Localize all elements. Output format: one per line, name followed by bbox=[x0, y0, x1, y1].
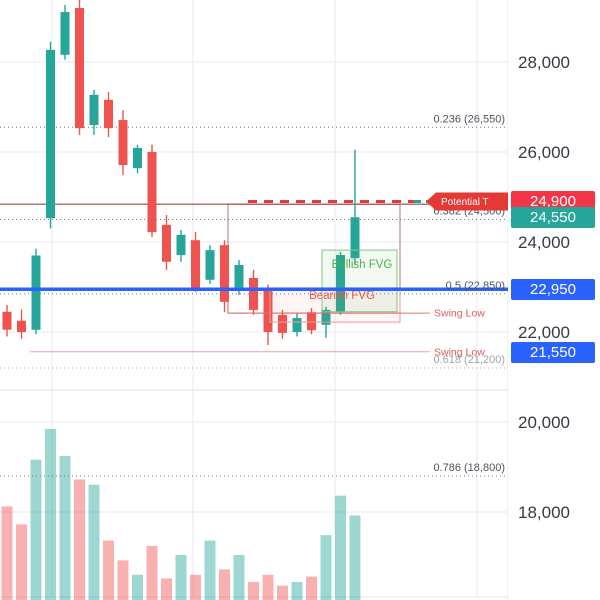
volume-bar bbox=[103, 540, 114, 600]
candle bbox=[46, 49, 55, 219]
volume-bar bbox=[190, 574, 201, 600]
volume-bar bbox=[306, 576, 317, 600]
volume-bar bbox=[132, 574, 143, 600]
candle bbox=[249, 278, 258, 310]
candle bbox=[89, 94, 99, 125]
candle bbox=[307, 312, 316, 331]
candle bbox=[292, 318, 302, 332]
volume-bar bbox=[291, 582, 303, 600]
price-badge: 24,550 bbox=[511, 206, 595, 228]
volume-bar bbox=[262, 574, 274, 600]
candle bbox=[118, 120, 128, 166]
fib-label: 0.5 (22,850) bbox=[446, 280, 505, 292]
fib-label: 0.786 (18,800) bbox=[433, 462, 505, 474]
axis-tick: 26,000 bbox=[518, 143, 570, 162]
price-badge: 21,550 bbox=[511, 341, 595, 363]
axis-tick: 22,000 bbox=[518, 323, 570, 342]
volume-bar bbox=[204, 540, 216, 600]
fib-label: 0.236 (26,550) bbox=[433, 113, 505, 125]
swing-low-label: Swing Low bbox=[434, 346, 485, 358]
candle bbox=[2, 311, 12, 330]
volume-bar bbox=[320, 535, 332, 600]
volume-bar bbox=[45, 429, 56, 600]
swing-low-label: Swing Low bbox=[434, 308, 485, 320]
axis-tick: 24,000 bbox=[518, 233, 570, 252]
volume-bar bbox=[175, 555, 187, 600]
candle bbox=[350, 217, 360, 259]
candle bbox=[220, 245, 229, 302]
volume-bar bbox=[30, 459, 42, 600]
volume-bar bbox=[59, 456, 71, 600]
candle bbox=[147, 152, 157, 233]
volume-bar bbox=[146, 546, 158, 600]
candle bbox=[205, 250, 215, 280]
volume-bar bbox=[277, 585, 288, 600]
bearish-fvg-label: Bearish FVG bbox=[309, 290, 375, 302]
bullish-fvg-box[interactable] bbox=[321, 249, 398, 313]
candle bbox=[336, 255, 345, 313]
candle bbox=[176, 234, 186, 256]
candle bbox=[162, 224, 171, 262]
volume-bar bbox=[161, 578, 172, 600]
candle bbox=[133, 147, 142, 169]
fib-label: 0.618 (21,200) bbox=[433, 354, 505, 366]
axis-tick: 18,000 bbox=[518, 503, 570, 522]
volume-bar bbox=[1, 506, 13, 600]
candle bbox=[17, 320, 26, 332]
candle bbox=[104, 99, 113, 129]
axis-tick: 28,000 bbox=[518, 53, 570, 72]
volume-bar bbox=[248, 582, 259, 600]
candle bbox=[278, 314, 287, 333]
candle bbox=[60, 12, 70, 55]
volume-bar bbox=[349, 515, 361, 600]
candle bbox=[75, 8, 84, 129]
target-banner[interactable] bbox=[426, 192, 508, 211]
candle bbox=[263, 287, 273, 332]
candle bbox=[234, 264, 244, 291]
candle bbox=[321, 309, 331, 325]
price-axis[interactable]: 28,000 26,000 24,000 22,000 20,000 18,000 24,9… bbox=[508, 0, 600, 600]
volume-bar bbox=[219, 569, 230, 600]
volume-bar bbox=[16, 524, 27, 600]
volume-bar bbox=[335, 495, 346, 600]
target-label: Potential T bbox=[441, 197, 489, 208]
candle bbox=[191, 240, 200, 288]
axis-tick: 20,000 bbox=[518, 413, 570, 432]
volume-bar bbox=[233, 555, 245, 600]
bearish-fvg-box[interactable] bbox=[269, 287, 401, 323]
candle bbox=[31, 255, 41, 330]
volume-bar bbox=[74, 479, 85, 600]
volume-bar bbox=[88, 484, 100, 600]
bullish-fvg-label: Bullish FVG bbox=[332, 259, 393, 271]
price-badge: 22,950 bbox=[511, 278, 595, 300]
volume-bar bbox=[117, 560, 129, 600]
